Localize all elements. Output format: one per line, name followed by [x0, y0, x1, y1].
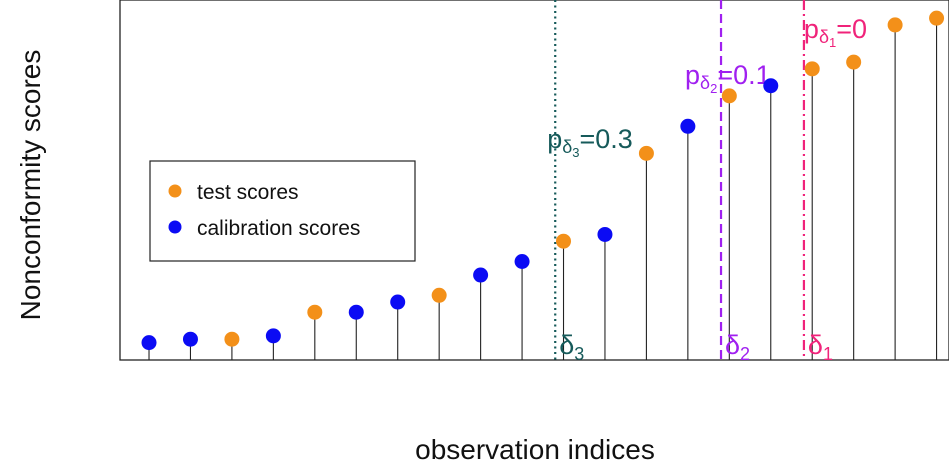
delta3-label: δ3	[559, 330, 584, 364]
plot-frame	[119, 0, 949, 361]
delta1-p-value-label: pδ1=0	[804, 14, 867, 50]
test-score-point-5	[721, 88, 737, 104]
y-axis-label: Nonconformity scores	[15, 50, 46, 321]
test-score-point-4	[638, 145, 654, 161]
legend-box	[149, 160, 416, 262]
calibration-score-point-8	[680, 118, 696, 134]
delta2-label: δ2	[725, 330, 750, 364]
x-axis-label: observation indices	[415, 434, 655, 465]
test-score-point-7	[846, 54, 862, 70]
stem-lines	[148, 18, 938, 360]
test-score-point-1	[307, 304, 323, 320]
calibration-score-point-4	[390, 294, 406, 310]
threshold-lines: δ3 pδ3=0.3 δ2 pδ2=0.1 δ1 pδ1=0	[547, 0, 867, 364]
test-score-point-6	[804, 61, 820, 77]
delta2-p-value-label: pδ2=0.1	[685, 60, 771, 96]
calibration-score-point-2	[265, 328, 281, 344]
test-score-point-9	[929, 10, 945, 26]
legend-test-label: test scores	[197, 181, 299, 204]
calibration-score-point-6	[514, 254, 530, 269]
test-score-point-3	[556, 233, 572, 249]
delta3-p-value-label: pδ3=0.3	[547, 124, 633, 160]
calibration-score-point-5	[473, 267, 489, 283]
calibration-score-point-9	[763, 78, 779, 94]
legend-test-marker	[168, 184, 182, 198]
test-score-point-2	[431, 287, 447, 303]
calibration-score-point-1	[182, 331, 198, 347]
calibration-score-point-3	[348, 304, 364, 320]
test-score-point-8	[887, 17, 903, 33]
data-points	[141, 10, 945, 351]
calibration-score-point-7	[597, 226, 613, 242]
legend: test scores calibration scores	[149, 160, 416, 262]
legend-calibration-marker	[168, 220, 182, 234]
delta1-label: δ1	[808, 330, 833, 364]
legend-calibration-label: calibration scores	[197, 217, 360, 240]
test-score-point-0	[224, 331, 240, 347]
calibration-score-point-0	[141, 335, 157, 351]
